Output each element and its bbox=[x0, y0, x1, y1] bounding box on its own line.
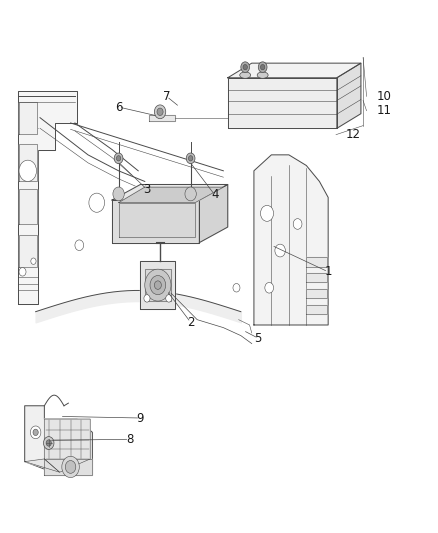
Text: 10: 10 bbox=[376, 90, 391, 103]
Circle shape bbox=[186, 153, 195, 164]
Polygon shape bbox=[19, 144, 37, 181]
Circle shape bbox=[258, 62, 267, 72]
Circle shape bbox=[65, 461, 76, 473]
Circle shape bbox=[241, 62, 250, 72]
Circle shape bbox=[166, 295, 172, 302]
Polygon shape bbox=[306, 257, 327, 266]
Circle shape bbox=[144, 295, 150, 302]
Circle shape bbox=[185, 187, 196, 201]
Polygon shape bbox=[112, 200, 199, 243]
Circle shape bbox=[31, 258, 36, 264]
Circle shape bbox=[145, 269, 171, 301]
Circle shape bbox=[243, 64, 247, 70]
Circle shape bbox=[293, 219, 302, 229]
Polygon shape bbox=[19, 189, 37, 224]
Circle shape bbox=[275, 244, 286, 257]
Polygon shape bbox=[149, 115, 175, 122]
Circle shape bbox=[75, 240, 84, 251]
Text: 9: 9 bbox=[137, 411, 144, 424]
Text: 11: 11 bbox=[376, 104, 391, 117]
Polygon shape bbox=[228, 78, 337, 128]
Circle shape bbox=[261, 64, 265, 70]
Circle shape bbox=[157, 108, 163, 116]
Circle shape bbox=[62, 456, 79, 478]
Text: 6: 6 bbox=[115, 101, 122, 114]
Circle shape bbox=[188, 156, 193, 161]
Polygon shape bbox=[306, 273, 327, 282]
Ellipse shape bbox=[240, 72, 251, 78]
Polygon shape bbox=[119, 187, 223, 203]
Circle shape bbox=[233, 284, 240, 292]
Circle shape bbox=[117, 156, 121, 161]
Polygon shape bbox=[25, 459, 60, 472]
Circle shape bbox=[46, 440, 51, 446]
Text: 5: 5 bbox=[254, 332, 262, 345]
Circle shape bbox=[154, 281, 161, 289]
Polygon shape bbox=[44, 459, 92, 475]
Text: 2: 2 bbox=[187, 316, 194, 329]
Text: 8: 8 bbox=[126, 433, 133, 446]
Circle shape bbox=[113, 187, 124, 201]
Circle shape bbox=[19, 160, 36, 181]
Text: 12: 12 bbox=[346, 128, 360, 141]
Polygon shape bbox=[112, 184, 228, 200]
Circle shape bbox=[261, 205, 274, 221]
Circle shape bbox=[265, 282, 274, 293]
Polygon shape bbox=[337, 63, 361, 128]
Text: 4: 4 bbox=[211, 188, 219, 201]
Circle shape bbox=[19, 268, 26, 276]
Polygon shape bbox=[199, 184, 228, 243]
Polygon shape bbox=[25, 406, 92, 475]
Polygon shape bbox=[145, 269, 171, 301]
Ellipse shape bbox=[257, 72, 268, 78]
Polygon shape bbox=[306, 305, 327, 314]
Polygon shape bbox=[18, 91, 77, 304]
Circle shape bbox=[33, 429, 38, 435]
Polygon shape bbox=[141, 261, 175, 309]
Circle shape bbox=[43, 437, 54, 449]
Polygon shape bbox=[19, 102, 37, 134]
Circle shape bbox=[150, 276, 166, 295]
Polygon shape bbox=[119, 203, 195, 237]
Polygon shape bbox=[306, 289, 327, 298]
Polygon shape bbox=[44, 419, 90, 472]
Text: 1: 1 bbox=[325, 265, 332, 278]
Circle shape bbox=[154, 105, 166, 119]
Polygon shape bbox=[19, 235, 37, 266]
Polygon shape bbox=[228, 63, 361, 78]
Circle shape bbox=[89, 193, 105, 212]
Text: 7: 7 bbox=[163, 90, 170, 103]
Circle shape bbox=[30, 426, 41, 439]
Polygon shape bbox=[254, 155, 328, 325]
Circle shape bbox=[114, 153, 123, 164]
Text: 3: 3 bbox=[143, 183, 151, 196]
